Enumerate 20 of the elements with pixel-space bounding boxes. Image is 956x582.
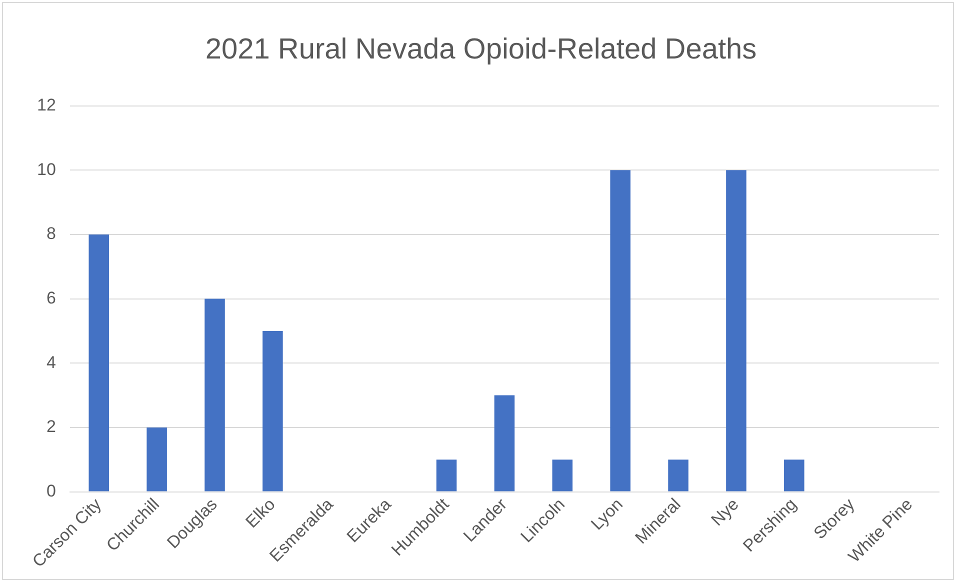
- y-tick-label: 6: [46, 288, 56, 308]
- y-tick-label: 8: [46, 224, 56, 244]
- chart-title: 2021 Rural Nevada Opioid-Related Deaths: [205, 33, 757, 66]
- y-tick-label: 4: [46, 352, 56, 372]
- y-tick-label: 0: [46, 481, 56, 500]
- bar: [668, 460, 688, 492]
- bar: [146, 427, 167, 492]
- bar: [610, 170, 630, 492]
- bar: [494, 395, 515, 492]
- x-tick-label: Nye: [708, 494, 742, 530]
- bar: [436, 460, 457, 492]
- bar: [88, 234, 110, 492]
- bar: [262, 330, 283, 492]
- y-tick-label: 2: [46, 417, 56, 436]
- y-tick-label: 12: [36, 95, 56, 114]
- bar: [726, 170, 746, 492]
- bar: [204, 298, 225, 492]
- bar: [784, 460, 804, 492]
- y-tick-label: 10: [36, 160, 56, 179]
- bar: [552, 460, 573, 492]
